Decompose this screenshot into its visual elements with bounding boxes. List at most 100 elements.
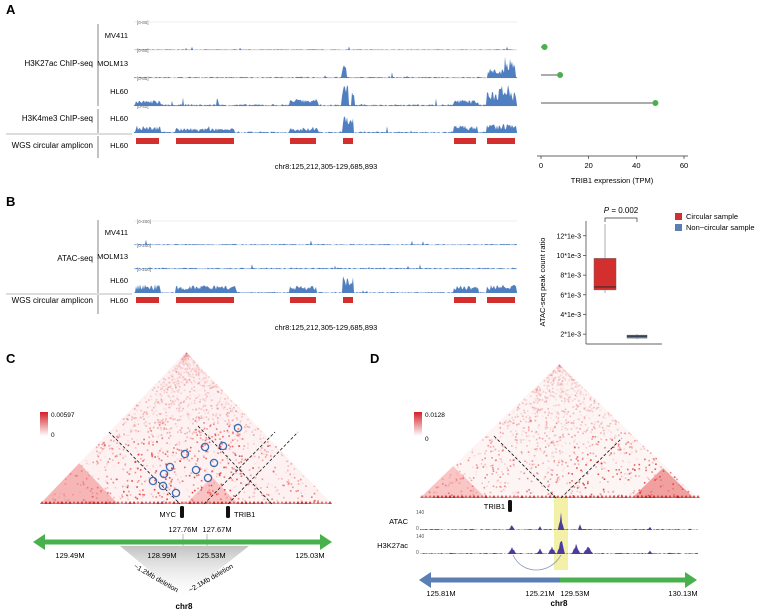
trib1-marker	[226, 506, 230, 518]
p-value-annotation: P = 0.002	[604, 206, 639, 215]
a-track-range-mv411: [0-80]	[137, 20, 149, 25]
dot-x-tick-label: 20	[584, 161, 592, 170]
panel-b-genome-tracks: ATAC-seq WGS circular amplicon MV411 MOL…	[6, 219, 517, 332]
box-y-tick-label: 10*1e-3	[556, 253, 581, 260]
track-b-atac-hl60	[134, 276, 517, 293]
d-h3k27ac-range-bottom: 0	[416, 550, 419, 556]
dot-x-tick-label: 60	[680, 161, 688, 170]
panel-d-hic-map: 0.0128 0 TRIB1 ATAC H3K27ac 140 0 140 0 …	[377, 364, 700, 608]
d-highlight-band	[554, 498, 568, 570]
panel-a-genome-tracks: H3K27ac ChIP-seq H3K4me3 ChIP-seq WGS ci…	[6, 20, 517, 171]
c-chrom-label: chr8	[176, 602, 193, 611]
track-signal	[134, 46, 517, 50]
c-arrow-left	[33, 534, 45, 550]
box-y-tick-label: 2*1e-3	[560, 332, 581, 339]
dot-point	[557, 72, 564, 78]
panel-c-label: C	[6, 351, 16, 366]
track-a-h3k27ac-hl60	[134, 84, 517, 106]
d-scale-min: 0	[425, 436, 429, 443]
box-y-tick-label: 12*1e-3	[556, 233, 581, 240]
b-coordinate-label: chr8:125,212,305-129,685,893	[275, 323, 378, 332]
track-a-h3k27ac-mv411	[134, 46, 517, 50]
b-track-sample-mv411: MV411	[105, 228, 128, 237]
panel-a-label: A	[6, 2, 16, 17]
b-track-range-mv411: [0-200]	[137, 219, 151, 224]
d-tick-130-13: 130.13M	[668, 589, 697, 598]
dot-x-tick-label: 0	[539, 161, 543, 170]
d-track-atac	[420, 512, 698, 530]
d-domain-dashes	[493, 435, 623, 499]
d-arrow-left	[419, 572, 431, 588]
loop-circle	[209, 458, 219, 468]
a-track-range-hl60-h3k4me3: [0-40]	[137, 104, 149, 109]
c-loop-circles	[148, 423, 243, 498]
wgs-amplicon-group-label-b: WGS circular amplicon	[12, 296, 93, 305]
p-value-symbol: P	[604, 206, 610, 215]
dot-x-label: TRIB1 expression (TPM)	[571, 176, 654, 185]
loop-circle	[218, 441, 228, 451]
b-track-sample-molm13: MOLM13	[97, 252, 128, 261]
loop-circle	[148, 476, 158, 486]
dot-point	[541, 44, 548, 50]
loop-circle	[158, 481, 168, 491]
legend-label-noncircular: Non−circular sample	[686, 223, 755, 232]
d-gene-label-trib1: TRIB1	[484, 502, 505, 511]
a-coordinate-label: chr8:125,212,305-129,685,893	[275, 162, 378, 171]
c-coord-trib1: 127.67M	[202, 525, 231, 534]
d-tick-125-81: 125.81M	[426, 589, 455, 598]
c-scale-min: 0	[51, 432, 55, 439]
atac-group-label: ATAC-seq	[57, 254, 93, 263]
loop-circle	[171, 488, 181, 498]
d-h3k27ac-range-top: 140	[416, 534, 425, 540]
a-track-sample-hl60-h3k4me3: HL60	[110, 114, 128, 123]
panel-b-label: B	[6, 194, 15, 209]
track-signal	[134, 239, 517, 245]
legend-swatch-circular	[675, 213, 682, 220]
track-signal	[134, 264, 517, 269]
c-hic-triangle	[40, 352, 332, 504]
loop-circle	[203, 473, 213, 483]
d-tick-129-53: 129.53M	[560, 589, 589, 598]
box-legend: Circular sample Non−circular sample	[675, 212, 755, 232]
d-signal	[420, 512, 698, 530]
d-chrom-label: chr8	[551, 599, 568, 608]
a-amplicon-sample: HL60	[110, 141, 128, 150]
b-track-range-hl60: [0-200]	[137, 267, 151, 272]
d-trib1-marker	[508, 500, 512, 512]
loop-circle	[159, 469, 169, 479]
loop-circle	[180, 449, 190, 459]
track-a-h3k4me3-hl60	[134, 116, 517, 133]
a-track-sample-mv411: MV411	[105, 31, 128, 40]
b-amplicon-sample: HL60	[110, 296, 128, 305]
d-atac-range-bottom: 0	[416, 526, 419, 532]
c-tick-129-49: 129.49M	[55, 551, 84, 560]
loop-circle	[165, 462, 175, 472]
loop-circle	[200, 442, 210, 452]
legend-swatch-noncircular	[675, 224, 682, 231]
d-signal	[420, 541, 698, 554]
box-rect	[626, 334, 648, 339]
d-arrow-right	[685, 572, 697, 588]
gene-label-trib1: TRIB1	[234, 510, 255, 519]
track-signal	[134, 84, 517, 106]
track-a-h3k27ac-molm13	[134, 56, 517, 78]
c-domain-dashes	[108, 425, 299, 505]
b-track-range-molm13: [0-200]	[137, 243, 151, 248]
d-hic-triangle	[420, 364, 698, 498]
h3k4me3-group-label: H3K4me3 ChIP-seq	[22, 114, 93, 123]
atac-peak-ratio-boxplot: 2*1e-3 4*1e-3 6*1e-3 8*1e-3 10*1e-3 12*1e-3 A…	[538, 206, 662, 345]
track-signal	[134, 276, 517, 293]
c-tick-128-99: 128.99M	[147, 551, 176, 560]
d-loop-arc	[512, 554, 562, 571]
dot-x-tick-label: 40	[632, 161, 640, 170]
a-track-range-molm13: [0-80]	[137, 48, 149, 53]
c-color-scale	[40, 412, 48, 436]
p-value-text: = 0.002	[609, 206, 639, 215]
a-track-range-hl60: [0-80]	[137, 76, 149, 81]
wgs-amplicon-group-label-a: WGS circular amplicon	[12, 141, 93, 150]
c-arrow-right	[320, 534, 332, 550]
h3k27ac-group-label: H3K27ac ChIP-seq	[25, 59, 93, 68]
panel-c-hic-map: 0.00597 0 MYC TRIB1 127.76M 127.67M 129.…	[33, 352, 332, 611]
d-scale-max: 0.0128	[425, 412, 445, 419]
